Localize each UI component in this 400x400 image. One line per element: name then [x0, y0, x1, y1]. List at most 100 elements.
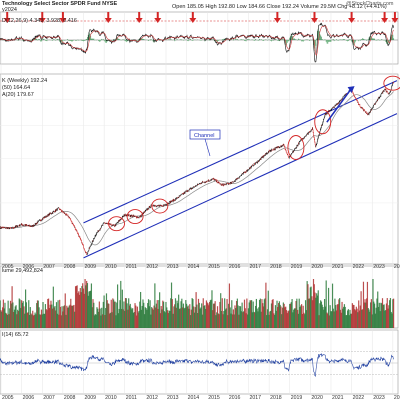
- sell-arrow-shaft: [138, 12, 141, 18]
- x-tick-mid-2023: 2023: [373, 264, 385, 270]
- sell-arrow-head: [3, 18, 11, 23]
- sell-arrow-head: [59, 18, 67, 23]
- x-tick-bottom-2014: 2014: [188, 395, 200, 400]
- chg-value: +8.12 (+4.41%): [348, 4, 387, 10]
- header-title: Technology Select Sector SPDR Fund NYSE: [2, 1, 118, 7]
- x-tick-bottom-2005: 2005: [2, 395, 14, 400]
- x-tick-bottom-2019: 2019: [291, 395, 303, 400]
- sell-arrow-shaft: [191, 12, 194, 18]
- channel-upper-line: [83, 80, 398, 224]
- x-tick-mid-2018: 2018: [270, 264, 282, 270]
- volume-panel-label: lume 29,492,824: [2, 268, 43, 274]
- ma1-label: (50) 164.64: [2, 85, 30, 91]
- x-tick-mid-2005: 2005: [2, 264, 14, 270]
- sell-arrow-shaft: [61, 12, 64, 18]
- x-tick-bottom-2016: 2016: [229, 395, 241, 400]
- sell-arrow-head: [38, 18, 46, 23]
- header-date: y2024: [2, 7, 17, 13]
- test-circle: [126, 209, 144, 225]
- test-circle: [108, 216, 125, 232]
- rsi-label: I(14) 65.72: [2, 332, 29, 338]
- x-tick-mid-2017: 2017: [249, 264, 261, 270]
- x-tick-bottom-2007: 2007: [43, 395, 55, 400]
- sell-arrow-head: [135, 18, 143, 23]
- x-tick-mid-2015: 2015: [208, 264, 220, 270]
- panel-3: [0, 329, 399, 395]
- x-tick-bottom-2021: 2021: [332, 395, 344, 400]
- sell-arrow-shaft: [6, 12, 9, 18]
- rsi-line: [0, 353, 394, 377]
- close-label: Close: [266, 4, 281, 10]
- channel-lower-line: [83, 113, 398, 259]
- x-tick-mid-2022: 2022: [353, 264, 365, 270]
- close-value: 192.24: [282, 4, 299, 10]
- header-ohlc: Open 185.05 High 192.80 Low 184.66 Close…: [172, 4, 387, 10]
- x-tick-mid-2016: 2016: [229, 264, 241, 270]
- sell-arrow-head: [104, 18, 112, 23]
- x-tick-mid-2019: 2019: [291, 264, 303, 270]
- trend-arrow-shaft: [326, 87, 353, 123]
- x-tick-mid-2011: 2011: [126, 264, 137, 270]
- x-tick-mid-2012: 2012: [146, 264, 158, 270]
- x-tick-bottom-2024: 2024: [394, 395, 400, 400]
- sell-arrow-shaft: [313, 12, 316, 18]
- sell-arrow-head: [348, 18, 356, 23]
- panel-1: [0, 73, 399, 265]
- sell-arrow-shaft: [383, 12, 386, 18]
- x-tick-mid-2008: 2008: [64, 264, 76, 270]
- x-tick-mid-2007: 2007: [43, 264, 55, 270]
- channel-annotation: Channel: [189, 129, 221, 157]
- sell-arrow-shaft: [41, 12, 44, 18]
- x-tick-bottom-2020: 2020: [311, 395, 323, 400]
- x-tick-mid-2021: 2021: [332, 264, 344, 270]
- x-tick-bottom-2012: 2012: [146, 395, 158, 400]
- price-label: K (Weekly) 192.24: [2, 78, 47, 84]
- x-tick-bottom-2017: 2017: [249, 395, 261, 400]
- x-tick-bottom-2023: 2023: [373, 395, 385, 400]
- x-tick-bottom-2011: 2011: [126, 395, 137, 400]
- volume-value: 29.5M: [320, 4, 336, 10]
- channel-label: Channel: [194, 133, 215, 139]
- sell-arrow-shaft: [350, 12, 353, 18]
- sell-arrow-head: [391, 18, 399, 23]
- sell-arrow-head: [310, 18, 318, 23]
- test-circle: [314, 109, 332, 135]
- x-tick-mid-2024: 2024: [394, 264, 400, 270]
- x-tick-bottom-2015: 2015: [208, 395, 220, 400]
- ma2-label: A(20) 179.67: [2, 92, 34, 98]
- sell-arrow-shaft: [393, 12, 396, 18]
- x-tick-bottom-2022: 2022: [353, 395, 365, 400]
- watermark: @StockCharts.com: [346, 1, 394, 7]
- x-tick-mid-2013: 2013: [167, 264, 179, 270]
- x-tick-mid-2009: 2009: [85, 264, 97, 270]
- high-label: High: [205, 4, 217, 10]
- x-tick-bottom-2018: 2018: [270, 395, 282, 400]
- test-circle: [151, 198, 169, 214]
- x-tick-mid-2006: 2006: [23, 264, 35, 270]
- x-tick-bottom-2013: 2013: [167, 395, 179, 400]
- x-tick-bottom-2008: 2008: [64, 395, 76, 400]
- low-value: 184.66: [248, 4, 266, 10]
- moving-average-line: [0, 91, 394, 246]
- x-tick-mid-2020: 2020: [311, 264, 323, 270]
- signal-line: [0, 25, 394, 56]
- x-tick-bottom-2010: 2010: [105, 395, 117, 400]
- x-tick-mid-2014: 2014: [188, 264, 200, 270]
- trend-arrow-head: [347, 86, 355, 94]
- volume-label: Volume: [300, 4, 319, 10]
- test-circle: [383, 75, 400, 91]
- sell-arrow-shaft: [276, 12, 279, 18]
- sell-arrow-shaft: [107, 12, 110, 18]
- x-tick-bottom-2006: 2006: [23, 395, 35, 400]
- sell-arrow-shaft: [156, 12, 159, 18]
- sell-arrow-head: [189, 18, 197, 23]
- x-tick-mid-2010: 2010: [105, 264, 117, 270]
- chg-label: Chg: [337, 4, 348, 10]
- panel-0: [0, 11, 399, 65]
- high-value: 192.80: [218, 4, 236, 10]
- open-label: Open: [172, 4, 186, 10]
- macd-label: D(12,26,9) 4.343, 3.928, 0.416: [2, 18, 77, 24]
- x-tick-bottom-2009: 2009: [85, 395, 97, 400]
- sell-arrow-head: [154, 18, 162, 23]
